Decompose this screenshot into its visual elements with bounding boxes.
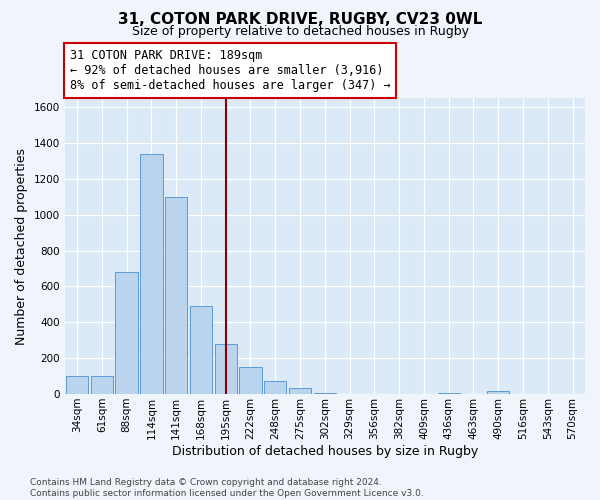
Bar xyxy=(91,376,113,394)
Bar xyxy=(289,388,311,394)
Bar xyxy=(487,392,509,394)
Bar xyxy=(140,154,163,394)
Bar xyxy=(314,393,336,394)
Y-axis label: Number of detached properties: Number of detached properties xyxy=(15,148,28,344)
Bar xyxy=(239,367,262,394)
Text: 31 COTON PARK DRIVE: 189sqm
← 92% of detached houses are smaller (3,916)
8% of s: 31 COTON PARK DRIVE: 189sqm ← 92% of det… xyxy=(70,50,391,92)
Bar xyxy=(437,393,460,394)
X-axis label: Distribution of detached houses by size in Rugby: Distribution of detached houses by size … xyxy=(172,444,478,458)
Bar xyxy=(215,344,237,394)
Bar xyxy=(190,306,212,394)
Bar xyxy=(165,197,187,394)
Text: Contains HM Land Registry data © Crown copyright and database right 2024.
Contai: Contains HM Land Registry data © Crown c… xyxy=(30,478,424,498)
Text: 31, COTON PARK DRIVE, RUGBY, CV23 0WL: 31, COTON PARK DRIVE, RUGBY, CV23 0WL xyxy=(118,12,482,28)
Text: Size of property relative to detached houses in Rugby: Size of property relative to detached ho… xyxy=(131,25,469,38)
Bar xyxy=(66,376,88,394)
Bar xyxy=(264,380,286,394)
Bar xyxy=(115,272,138,394)
